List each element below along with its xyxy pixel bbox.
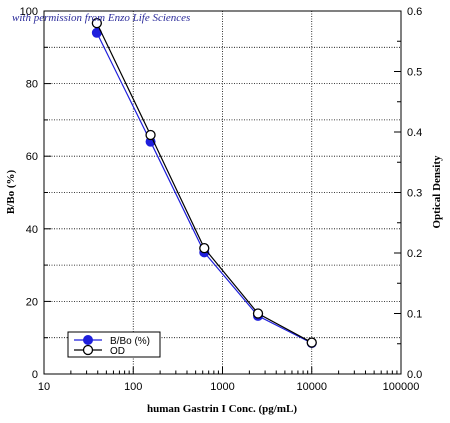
y-axis-title: B/Bo (%) (5, 170, 17, 215)
data-point-od (145, 129, 156, 141)
y2-axis-title: Optical Density (431, 155, 443, 229)
legend-label-od: OD (110, 346, 125, 357)
legend: B/Bo (%) OD (67, 331, 161, 358)
y2-tick-label: 0.1 (407, 309, 422, 321)
x-tick-label: 1000 (210, 381, 234, 393)
data-point-od (306, 337, 317, 348)
y-tick-labels: 0 20 40 60 80 100 (20, 6, 38, 381)
y-tick-label: 80 (26, 79, 38, 91)
x-tick-labels: 10 100 1000 10000 100000 (38, 381, 419, 393)
grid (44, 11, 401, 374)
y2-tick-label: 0.5 (407, 67, 422, 79)
x-tick-label: 100 (124, 381, 142, 393)
y-tick-label: 60 (26, 151, 38, 163)
x-tick-label: 10000 (296, 381, 327, 393)
y2-tick-label: 0.4 (407, 127, 422, 139)
y2-tick-label: 0.6 (407, 6, 422, 18)
y2-tick-label: 0.2 (407, 248, 422, 260)
legend-marker-od (82, 344, 94, 356)
y-tick-label: 0 (32, 369, 38, 381)
data-point-od (91, 17, 103, 29)
y-tick-label: 40 (26, 224, 38, 236)
series-layer (91, 17, 317, 349)
x-tick-label: 10 (38, 381, 50, 393)
axis-ticks (43, 10, 402, 375)
data-point-od (252, 308, 264, 319)
y2-tick-label: 0.3 (407, 188, 422, 200)
y2-tick-labels: 0.0 0.1 0.2 0.3 0.4 0.5 0.6 (407, 6, 422, 381)
y-tick-label: 100 (20, 6, 38, 18)
legend-label-bbo: B/Bo (%) (110, 336, 150, 347)
legend-marker-bbo (83, 335, 93, 345)
data-point-od (199, 243, 210, 254)
x-tick-label: 100000 (383, 381, 420, 393)
legend-box (67, 331, 161, 358)
credit-text: with permission from Enzo Life Sciences (12, 12, 190, 24)
y-tick-label: 20 (26, 296, 38, 308)
y2-tick-label: 0.0 (407, 369, 422, 381)
x-axis-title: human Gastrin I Conc. (pg/mL) (147, 403, 297, 415)
